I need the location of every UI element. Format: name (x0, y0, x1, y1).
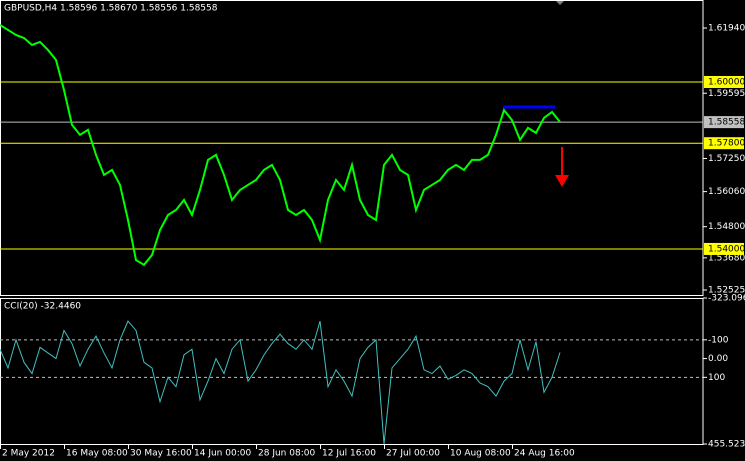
price-tag-label: 1.58558 (708, 118, 745, 128)
series-line (0, 24, 561, 267)
panel-frame (0, 0, 704, 296)
x-tick-label: 24 Aug 16:00 (514, 449, 575, 459)
panel-header: GBPUSD,H4 1.58596 1.58670 1.58556 1.5855… (4, 4, 218, 14)
x-tick-label: 30 May 16:00 (130, 449, 192, 459)
y-tick-label: -100 (708, 335, 729, 345)
price-tag-label: 1.60000 (708, 77, 745, 87)
x-tick-label: 16 May 08:00 (66, 449, 128, 459)
y-tick-label: 455.5233 (708, 440, 745, 450)
y-tick-label: -323.096 (708, 294, 745, 304)
y-tick-label: 1.61940 (708, 23, 745, 33)
y-tick-label: 0.00 (708, 354, 728, 364)
y-tick-label: 100 (708, 373, 725, 383)
x-tick-label: 14 Jun 00:00 (194, 449, 251, 459)
scroll-marker (555, 0, 565, 5)
x-tick-label: 27 Jul 00:00 (386, 449, 440, 459)
y-tick-label: 1.52525 (708, 285, 745, 295)
y-tick-label: 1.56060 (708, 187, 745, 197)
price-tag (704, 75, 744, 88)
x-tick-label: 28 Jun 08:00 (258, 449, 315, 459)
y-tick-label: 1.57250 (708, 154, 745, 164)
y-tick-label: 1.54800 (708, 222, 745, 232)
series-line (0, 320, 561, 444)
y-tick-label: 1.53680 (708, 253, 745, 263)
y-tick-label: 1.59595 (708, 89, 745, 99)
price-tag (704, 242, 744, 255)
x-tick-label: 2 May 2012 (2, 449, 55, 459)
panel-header: CCI(20) -32.4460 (4, 302, 81, 312)
price-tag (704, 116, 744, 129)
x-tick-label: 12 Jul 16:00 (322, 449, 376, 459)
panel-frame (0, 298, 704, 445)
x-tick-label: 10 Aug 08:00 (450, 449, 511, 459)
price-tag (704, 137, 744, 150)
price-tag-label: 1.54000 (708, 244, 745, 254)
sell-arrow-head (555, 175, 569, 187)
price-tag-label: 1.57800 (708, 139, 745, 149)
